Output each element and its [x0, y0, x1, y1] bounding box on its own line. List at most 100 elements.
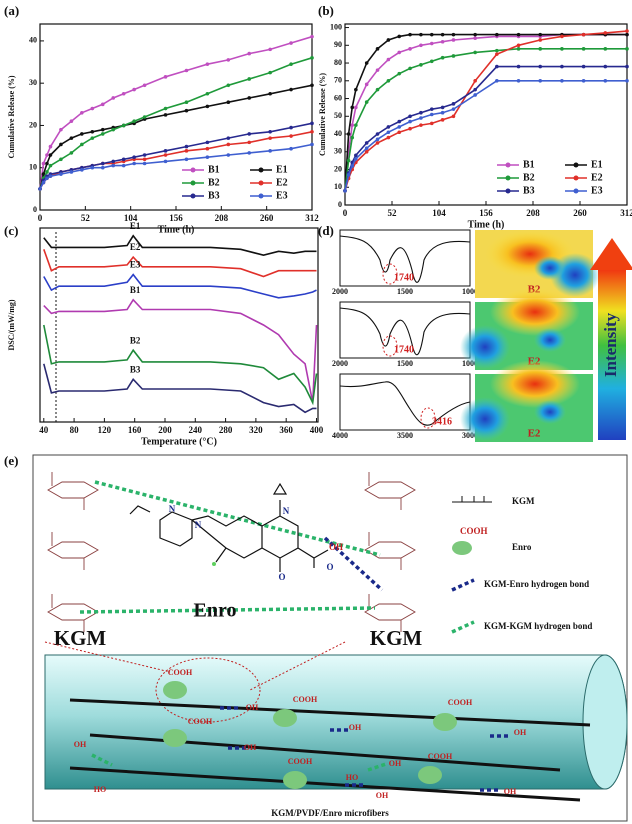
data-point	[473, 79, 477, 83]
data-point	[419, 33, 423, 37]
data-point	[70, 151, 74, 155]
peak-label: 1740	[394, 272, 414, 283]
sugar-ring	[365, 532, 415, 570]
panel-label: (b)	[318, 3, 334, 18]
data-point	[227, 100, 231, 104]
data-point	[247, 96, 251, 100]
x-tick-label: 0	[343, 208, 348, 218]
legend-label: B3	[523, 185, 535, 196]
data-point	[268, 149, 272, 153]
data-point	[185, 69, 189, 73]
data-point	[42, 181, 46, 185]
atom-label: N	[195, 520, 202, 530]
data-point	[45, 176, 49, 180]
data-point	[101, 166, 105, 170]
data-point	[430, 33, 434, 37]
legend-label: E3	[276, 190, 288, 201]
data-point	[604, 79, 608, 83]
fiber-group-label: OH	[514, 728, 527, 737]
data-point	[495, 33, 499, 37]
data-point	[164, 113, 168, 117]
data-point	[111, 96, 115, 100]
x-tick-label: 280	[219, 425, 233, 435]
data-point	[111, 160, 115, 164]
x-axis-label: Time (h)	[468, 219, 505, 230]
data-point	[604, 65, 608, 69]
data-point	[430, 107, 434, 111]
legend-label: E3	[591, 185, 603, 196]
x-tick-label: 40	[39, 425, 49, 435]
enro-icon-label: COOH	[460, 526, 488, 536]
legend-label: E1	[276, 164, 288, 175]
data-point	[560, 65, 564, 69]
data-point	[408, 47, 412, 51]
data-point	[517, 43, 521, 47]
heatmap-hot	[490, 360, 580, 408]
ftir-tick-label: 2000	[332, 359, 348, 368]
data-point	[343, 189, 347, 193]
x-tick-label: 104	[432, 208, 446, 218]
series-line	[44, 236, 317, 255]
data-point	[80, 143, 84, 147]
panel-label: (a)	[4, 3, 19, 18]
data-point	[310, 130, 314, 134]
x-tick-label: 312	[620, 208, 632, 218]
series-line	[44, 275, 317, 298]
y-tick-label: 20	[334, 164, 342, 173]
fiber-group-label: OH	[244, 743, 257, 752]
data-point	[185, 145, 189, 149]
data-point	[473, 33, 477, 37]
heatmap-cold	[534, 400, 566, 424]
data-point	[185, 109, 189, 113]
kgm-label: KGM	[370, 626, 423, 650]
legend-label: B2	[208, 177, 220, 188]
data-point	[365, 146, 369, 150]
atom-label: N	[169, 504, 176, 514]
plot-frame	[40, 228, 318, 422]
data-point	[452, 38, 456, 42]
data-point	[538, 38, 542, 42]
data-point	[49, 153, 53, 157]
heatmap-hot	[490, 288, 580, 336]
y-tick-label: 10	[334, 182, 342, 191]
data-point	[122, 124, 126, 128]
data-point	[45, 170, 49, 174]
chart: 4080120160200240280320360400Temperature …	[7, 221, 324, 447]
data-point	[625, 65, 629, 69]
data-point	[347, 159, 351, 163]
fiber-group-label: OH	[389, 759, 402, 768]
data-point	[70, 136, 74, 140]
peak-label: 3416	[432, 416, 452, 427]
atom-label: O	[326, 562, 333, 572]
data-point	[604, 47, 608, 51]
panel-label: (c)	[4, 223, 18, 238]
fluorine	[212, 562, 216, 566]
data-point	[310, 35, 314, 39]
fiber-group-label: HO	[94, 785, 106, 794]
data-point	[101, 132, 105, 136]
legend-label: E2	[276, 177, 288, 188]
data-point	[441, 111, 445, 115]
data-point	[452, 107, 456, 111]
data-point	[397, 51, 401, 55]
heatmap: E2	[460, 360, 593, 442]
x-tick-label: 240	[189, 425, 203, 435]
atom-label: OH	[329, 542, 343, 552]
data-point	[206, 62, 210, 66]
data-point	[289, 126, 293, 130]
data-point	[350, 164, 354, 168]
legend-label: KGM	[512, 496, 535, 506]
data-point	[430, 42, 434, 46]
data-point	[387, 130, 391, 134]
legend-marker	[574, 189, 579, 194]
data-point	[347, 132, 351, 136]
data-point	[227, 153, 231, 157]
data-point	[376, 132, 380, 136]
data-point	[387, 136, 391, 140]
enro-icon	[452, 541, 472, 555]
data-point	[473, 93, 477, 97]
ftir-tick-label: 1500	[397, 287, 413, 296]
data-point	[538, 79, 542, 83]
